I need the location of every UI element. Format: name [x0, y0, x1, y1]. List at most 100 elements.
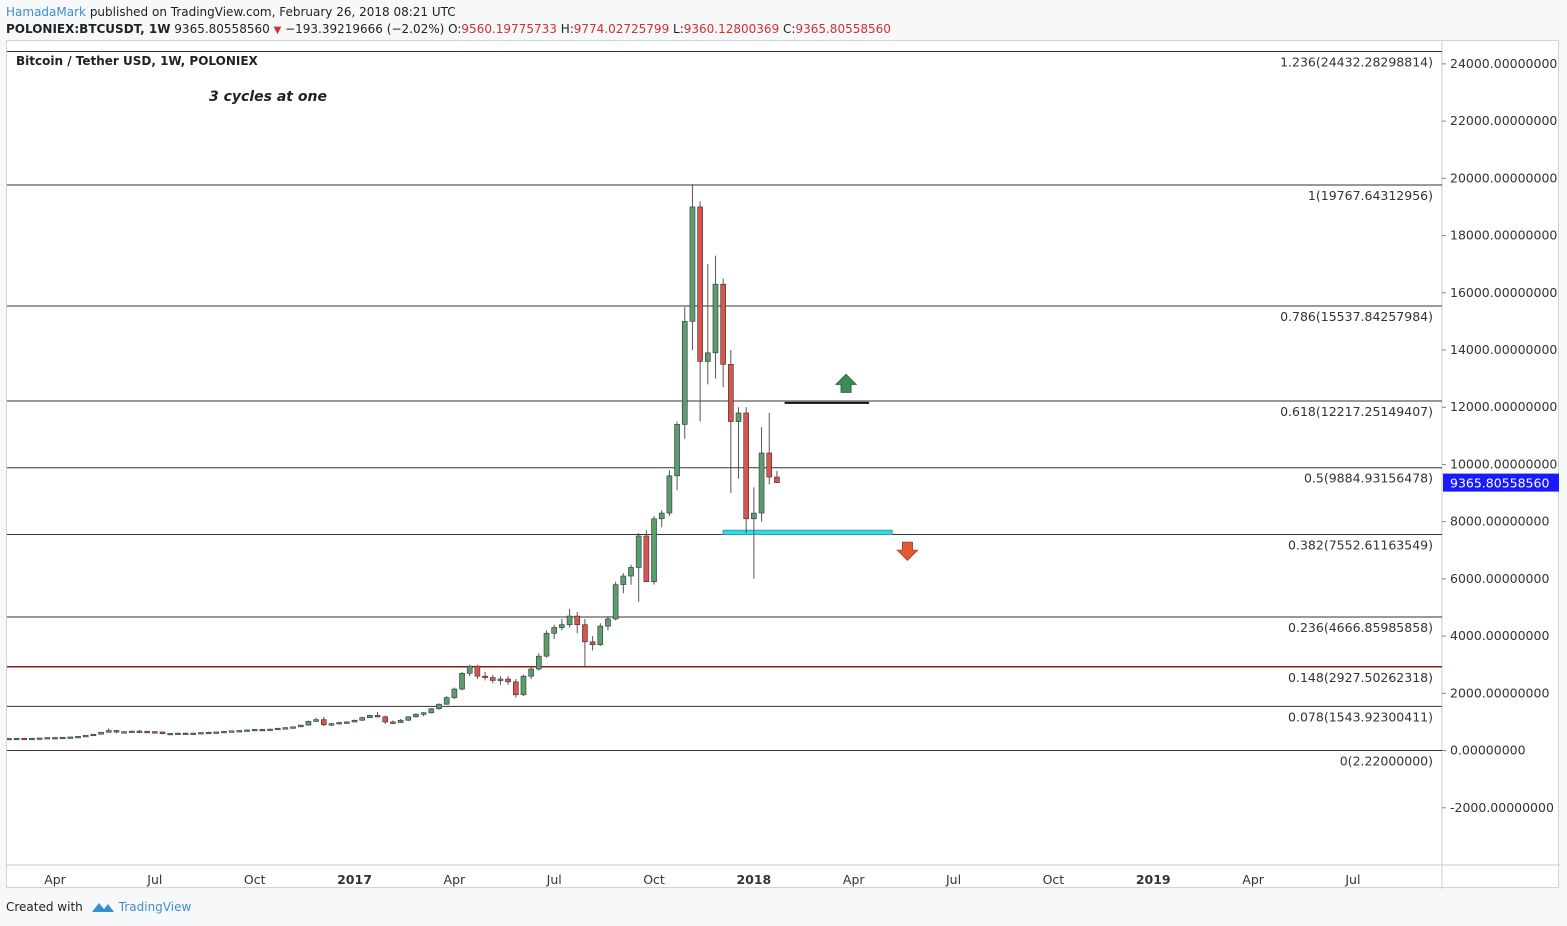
last-price: 9365.80558560 — [174, 22, 270, 36]
candle-down — [374, 715, 381, 718]
candle-up — [36, 737, 43, 740]
candle-up — [205, 731, 212, 735]
candle-down — [382, 716, 389, 723]
x-tick-label: Apr — [1242, 872, 1264, 887]
price-change: −193.39219666 (−2.02%) — [285, 22, 445, 36]
candle-down — [574, 615, 581, 625]
last-price-label-bg — [1443, 473, 1559, 492]
candle-up — [451, 688, 458, 698]
candle-up — [397, 719, 404, 723]
candle-up — [566, 615, 573, 625]
x-tick-label: Jul — [146, 872, 162, 887]
candle-up — [466, 665, 473, 674]
y-tick-label: 12000.00000000 — [1450, 399, 1557, 414]
candle-down — [136, 730, 143, 733]
x-tick-label: Apr — [843, 872, 865, 887]
created-with-text: Created with — [6, 900, 83, 914]
candle-up — [704, 352, 711, 362]
candle-down — [113, 730, 120, 733]
candle-up — [121, 731, 127, 734]
candle-up — [105, 730, 112, 733]
candle-up — [735, 412, 742, 422]
down-triangle-icon: ▼ — [273, 25, 282, 36]
candle-up — [666, 475, 673, 514]
y-tick-label: 6000.00000000 — [1450, 571, 1549, 586]
open-value: 9560.19775733 — [461, 22, 557, 36]
candle-up — [543, 632, 550, 657]
candle-up — [443, 697, 450, 705]
candle-up — [351, 719, 358, 723]
candle-up — [651, 518, 657, 583]
candle-up — [520, 675, 527, 696]
candle-down — [643, 535, 650, 583]
fib-label-0-786: 0.786(15537.84257984) — [1280, 309, 1433, 324]
candle-up — [251, 729, 258, 732]
chart-header: HamadaMark published on TradingView.com,… — [0, 0, 1567, 40]
y-tick-label: 16000.00000000 — [1450, 285, 1557, 300]
arrow-down-icon — [896, 541, 919, 561]
y-tick-label: 10000.00000000 — [1450, 456, 1557, 471]
candle-up — [758, 452, 765, 514]
author-link[interactable]: HamadaMark — [6, 5, 86, 19]
candle-down — [697, 206, 703, 362]
x-tick-label: Oct — [643, 872, 665, 887]
y-tick-label: 14000.00000000 — [1450, 342, 1557, 357]
candle-down — [512, 681, 519, 696]
low-label: L: — [673, 22, 684, 36]
candle-up — [336, 722, 342, 725]
candle-down — [144, 731, 150, 734]
x-tick-label: Apr — [44, 872, 66, 887]
candle-up — [305, 721, 312, 726]
plot-area: 1.236(24432.28298814) 1(19767.64312956) 0.… — [7, 51, 1442, 768]
candle-down — [589, 641, 596, 645]
candle-up — [559, 624, 565, 628]
candle-up — [635, 535, 642, 568]
tradingview-link[interactable]: TradingView — [91, 900, 191, 914]
x-tick-label: Jul — [1344, 872, 1360, 887]
candle-up — [681, 321, 688, 425]
candle-up — [13, 737, 20, 741]
chart-panel[interactable]: 24000.00000000 22000.00000000 20000.000000… — [6, 40, 1560, 889]
candle-up — [236, 730, 243, 733]
x-tick-label: 2018 — [736, 872, 771, 887]
candle-down — [774, 476, 780, 483]
candle-up — [190, 732, 197, 735]
price-chart[interactable]: 24000.00000000 22000.00000000 20000.000000… — [7, 41, 1560, 889]
tradingview-logo-icon — [91, 903, 114, 912]
symbol-ohlc-line: POLONIEX:BTCUSDT, 1W 9365.80558560 ▼ −19… — [6, 22, 891, 36]
candle-up — [90, 733, 97, 737]
candle-up — [436, 703, 442, 710]
arrow-up-icon — [834, 373, 858, 393]
candle-up — [44, 737, 51, 740]
fib-label-1-236: 1.236(24432.28298814) — [1280, 55, 1433, 70]
candle-up — [459, 673, 465, 690]
candle-up — [7, 738, 12, 741]
candle-down — [728, 364, 734, 422]
candle-up — [290, 726, 296, 729]
candle-up — [712, 283, 719, 354]
candle-down — [474, 665, 481, 677]
chart-annotation: 3 cycles at one — [209, 89, 327, 105]
x-tick-label: Apr — [444, 872, 466, 887]
candle-up — [689, 206, 696, 322]
fib-label-0: 0(2.22000000) — [1340, 753, 1433, 768]
candle-up — [228, 730, 235, 733]
candle-up — [313, 719, 319, 722]
x-tick-label: Oct — [244, 872, 266, 887]
open-label: O: — [448, 22, 462, 36]
candle-down — [743, 412, 750, 520]
candle-down — [582, 624, 588, 643]
candle-up — [551, 627, 558, 634]
candle-up — [497, 678, 504, 681]
fib-label-0-5: 0.5(9884.93156478) — [1304, 471, 1433, 486]
candle-up — [175, 732, 181, 735]
candle-up — [129, 730, 135, 733]
candle-up — [597, 625, 604, 645]
candle-up — [213, 731, 220, 734]
candle-down — [505, 678, 511, 683]
candle-up — [29, 737, 35, 741]
y-tick-label: 4000.00000000 — [1450, 628, 1549, 643]
x-tick-label: Jul — [945, 872, 961, 887]
candle-up — [59, 736, 66, 740]
fib-label-0-078: 0.078(1543.92300411) — [1288, 709, 1433, 724]
